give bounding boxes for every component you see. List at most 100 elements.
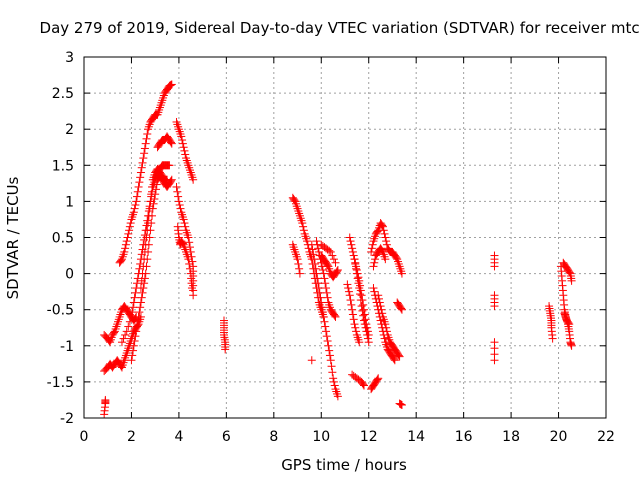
data-point <box>167 139 176 148</box>
data-point <box>316 293 325 302</box>
data-point <box>370 258 379 267</box>
data-point <box>397 305 406 314</box>
plot-frame <box>83 56 607 419</box>
data-point <box>174 197 183 206</box>
data-point <box>187 284 196 293</box>
data-point <box>330 381 339 390</box>
data-point <box>382 237 391 246</box>
y-tick-label: 1 <box>65 194 74 210</box>
data-point <box>136 298 145 307</box>
data-point <box>185 259 194 268</box>
data-point <box>333 392 342 401</box>
data-point <box>394 351 403 360</box>
data-point <box>136 173 145 182</box>
data-point <box>189 175 198 184</box>
data-point <box>564 318 573 327</box>
data-point <box>362 327 371 336</box>
data-point <box>328 368 337 377</box>
data-point <box>180 146 189 155</box>
data-point <box>355 338 364 347</box>
x-tick-label: 12 <box>360 429 378 445</box>
data-point <box>331 312 340 321</box>
x-axis-label: GPS time / hours <box>281 456 407 474</box>
data-point <box>348 305 357 314</box>
data-point <box>142 134 151 143</box>
data-point <box>327 362 336 371</box>
data-point <box>126 219 135 228</box>
data-point <box>140 247 149 256</box>
data-point <box>122 327 131 336</box>
data-point <box>117 338 126 347</box>
data-point <box>139 154 148 163</box>
data-point <box>129 303 138 312</box>
data-point <box>397 304 406 313</box>
y-tick-label: -1 <box>60 339 74 355</box>
data-point <box>309 250 318 259</box>
y-tick-label: -1.5 <box>47 375 74 391</box>
data-point <box>148 182 157 191</box>
data-point <box>181 222 190 231</box>
data-point <box>371 255 380 264</box>
data-point <box>370 287 379 296</box>
data-point <box>381 255 390 264</box>
data-point <box>369 284 378 293</box>
data-point <box>315 288 324 297</box>
data-point <box>123 233 132 242</box>
data-point <box>359 316 368 325</box>
data-point <box>333 267 342 276</box>
x-tick-label: 22 <box>597 429 615 445</box>
data-point <box>125 226 134 235</box>
data-point <box>130 336 139 345</box>
data-point <box>132 279 141 288</box>
data-point <box>368 240 377 249</box>
data-point <box>172 182 181 191</box>
data-point <box>373 375 382 384</box>
data-point <box>361 323 370 332</box>
data-point <box>132 322 141 331</box>
data-point <box>128 308 137 317</box>
data-point <box>359 311 368 320</box>
data-point <box>298 219 307 228</box>
data-point <box>125 222 134 231</box>
data-point <box>140 144 149 153</box>
data-point <box>132 192 141 201</box>
data-point <box>490 262 499 271</box>
data-point <box>163 175 172 184</box>
data-point <box>127 312 136 321</box>
data-point <box>129 208 138 217</box>
data-point <box>136 284 145 293</box>
data-point <box>178 139 187 148</box>
data-point <box>324 341 333 350</box>
data-point <box>349 315 358 324</box>
data-point <box>311 264 320 273</box>
data-point <box>141 240 150 249</box>
data-point <box>397 401 406 410</box>
data-point <box>144 211 153 220</box>
data-point <box>303 237 312 246</box>
data-point <box>119 334 128 343</box>
data-point <box>140 255 149 264</box>
data-point <box>359 300 368 309</box>
data-point <box>375 298 384 307</box>
data-point <box>318 308 327 317</box>
data-point <box>134 312 143 321</box>
data-point <box>377 305 386 314</box>
data-point <box>378 309 387 318</box>
data-point <box>378 222 387 231</box>
data-point <box>319 269 328 278</box>
data-point <box>152 180 161 189</box>
data-point <box>345 291 354 300</box>
data-point <box>147 190 156 199</box>
data-point <box>323 336 332 345</box>
data-point <box>129 341 138 350</box>
data-point <box>321 322 330 331</box>
data-point <box>490 302 499 311</box>
data-point <box>395 352 404 361</box>
data-point <box>185 264 194 273</box>
data-point <box>307 356 316 365</box>
y-axis-label: SDTVAR / TECUs <box>4 176 22 299</box>
data-point <box>128 351 137 360</box>
data-point <box>320 274 329 283</box>
data-point <box>352 269 361 278</box>
